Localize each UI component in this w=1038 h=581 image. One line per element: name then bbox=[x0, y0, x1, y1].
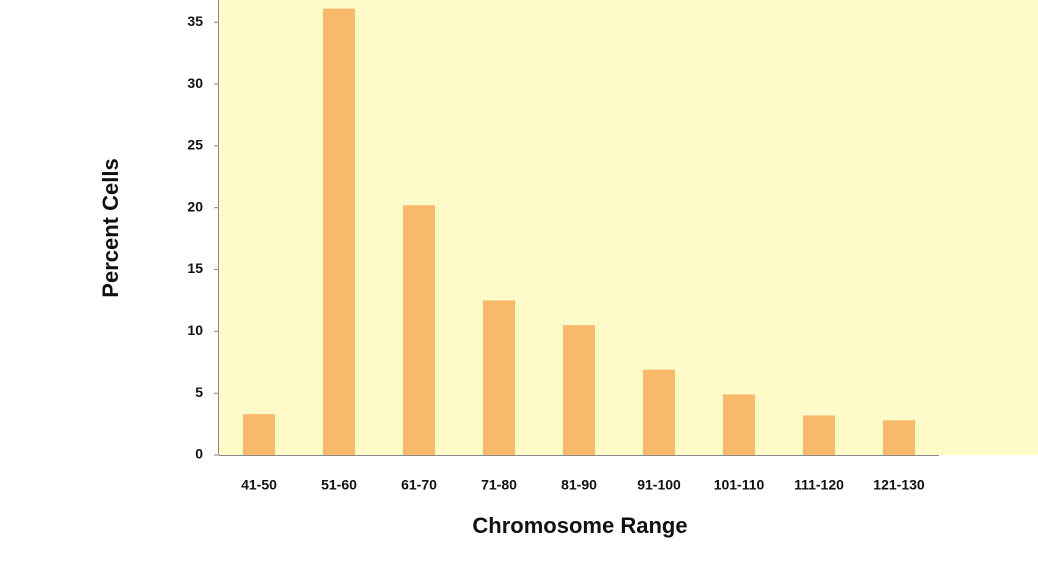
x-tick-label: 81-90 bbox=[561, 477, 597, 493]
y-axis-title: Percent Cells bbox=[98, 158, 123, 297]
y-tick-label: 30 bbox=[187, 75, 203, 91]
x-tick-label: 71-80 bbox=[481, 477, 517, 493]
x-tick-label: 61-70 bbox=[401, 477, 437, 493]
bar bbox=[723, 394, 755, 455]
x-tick-label: 51-60 bbox=[321, 477, 357, 493]
x-tick-label: 121-130 bbox=[873, 477, 925, 493]
bar bbox=[803, 415, 835, 455]
x-axis-title: Chromosome Range bbox=[472, 513, 687, 538]
bar bbox=[243, 414, 275, 455]
y-tick-label: 0 bbox=[195, 446, 203, 462]
bar bbox=[483, 300, 515, 455]
y-tick-label: 15 bbox=[187, 260, 203, 276]
bar bbox=[643, 369, 675, 455]
bar bbox=[563, 325, 595, 455]
x-tick-label: 91-100 bbox=[637, 477, 681, 493]
x-tick-label: 111-120 bbox=[794, 477, 844, 493]
y-tick-label: 35 bbox=[187, 13, 203, 29]
y-tick-label: 20 bbox=[187, 198, 203, 214]
y-tick-label: 10 bbox=[187, 322, 203, 338]
bar bbox=[323, 8, 355, 456]
x-tick-label: 41-50 bbox=[241, 477, 277, 493]
x-tick-label: 101-110 bbox=[714, 477, 765, 493]
bar bbox=[883, 420, 915, 455]
bar bbox=[403, 205, 435, 455]
y-tick-label: 25 bbox=[187, 137, 203, 153]
y-tick-label: 5 bbox=[195, 384, 203, 400]
